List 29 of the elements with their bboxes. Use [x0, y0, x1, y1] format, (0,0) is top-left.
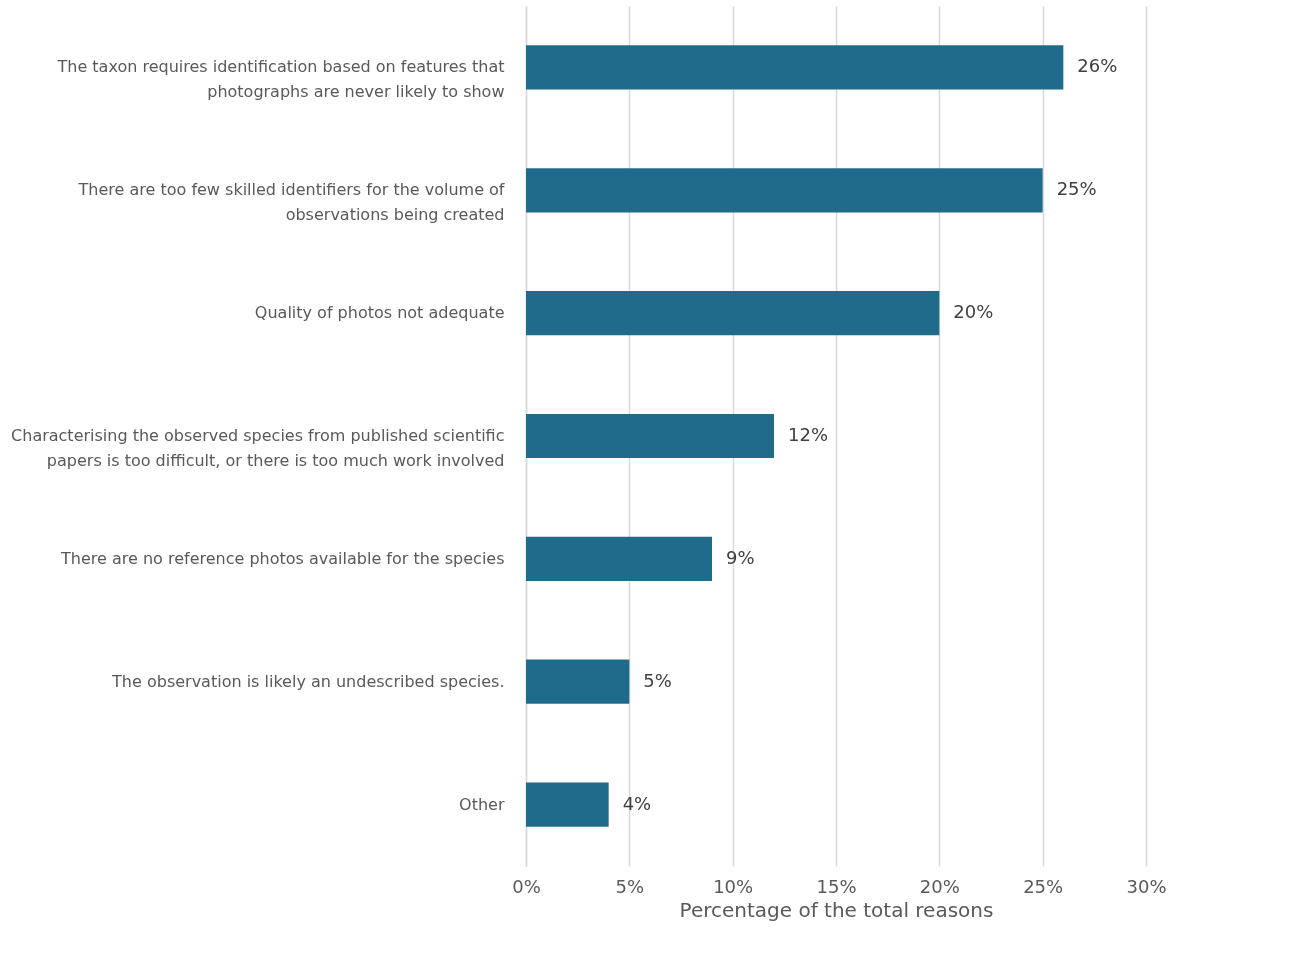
data-label: 26%: [1077, 55, 1118, 77]
x-tick-label: 30%: [1126, 875, 1167, 897]
bar: [526, 536, 712, 581]
y-tick-label: The taxon requires identification based on features that photographs are never likely to show: [56, 57, 505, 102]
x-tick-label: 0%: [512, 875, 541, 897]
x-axis-title: Percentage of the total reasons: [679, 897, 994, 922]
bar: [526, 413, 774, 459]
bar: [526, 659, 630, 704]
x-tick-label: 20%: [919, 875, 960, 897]
y-tick-label: The observation is likely an undescribed species.: [111, 671, 505, 691]
bar: [526, 291, 940, 336]
y-tick-label: There are too few skilled identifiers for the volume of observations being created: [77, 180, 505, 225]
x-tick-label: 5%: [615, 875, 645, 897]
data-label: 4%: [622, 792, 652, 814]
y-tick-label: Quality of photos not adequate: [254, 303, 505, 323]
x-tick-label: 10%: [713, 875, 754, 897]
bar: [526, 782, 609, 827]
data-label: 20%: [953, 301, 994, 323]
data-label: 12%: [788, 424, 829, 445]
bar: [526, 45, 1064, 90]
y-tick-label: Other: [459, 794, 505, 814]
y-tick-label: Characterising the observed species from published scientific papers is too difficult, or there is too much work involved: [11, 426, 505, 470]
x-tick-label: 15%: [816, 875, 857, 897]
y-tick-label: There are no reference photos available for the species: [60, 548, 505, 568]
data-label: 5%: [643, 669, 672, 691]
data-label: 9%: [726, 546, 755, 568]
data-label: 25%: [1056, 178, 1097, 200]
bar: [526, 168, 1043, 213]
x-tick-label: 25%: [1023, 875, 1064, 897]
